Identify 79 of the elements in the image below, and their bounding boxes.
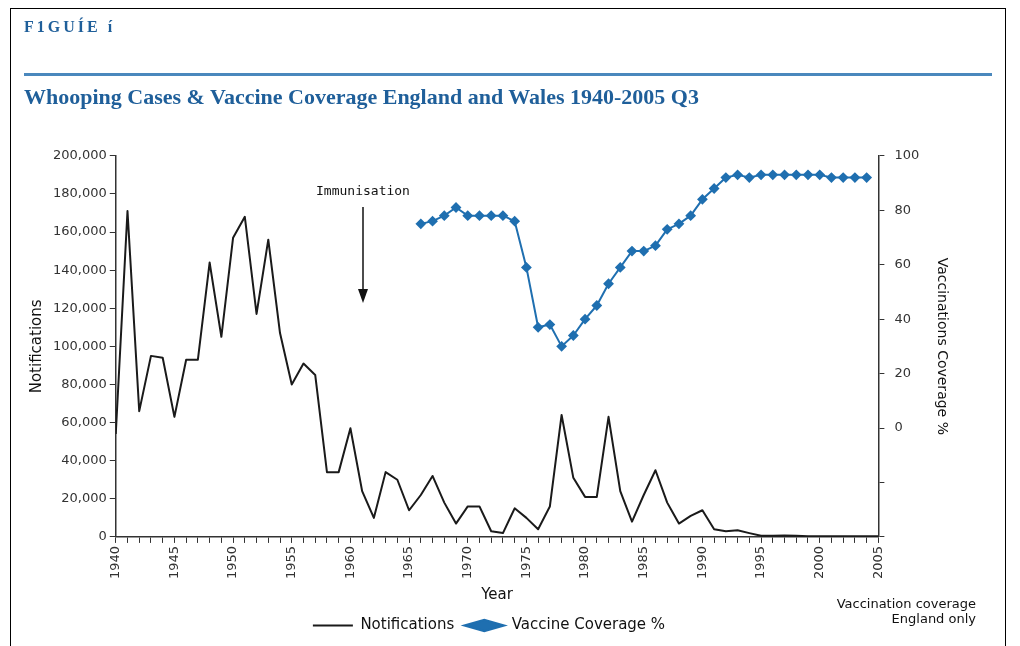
x-tick-label: 1955 (283, 545, 299, 580)
legend-label: Vaccine Coverage % (511, 615, 666, 634)
point (591, 300, 602, 311)
x-tick-label: 1985 (635, 545, 651, 580)
point (415, 218, 426, 229)
y-tick-label: 80,000 (61, 375, 107, 391)
x-tick-label: 1980 (576, 545, 592, 580)
text: F1GUÍE í (24, 18, 116, 36)
text: Vaccination coverage England only (835, 596, 976, 626)
point (802, 169, 813, 180)
point (474, 210, 485, 221)
x-tick-label: 1995 (752, 545, 768, 580)
point (580, 314, 591, 325)
point (486, 210, 497, 221)
point (732, 169, 743, 180)
point (451, 202, 462, 213)
point (861, 172, 872, 183)
point (603, 278, 614, 289)
point (767, 169, 778, 180)
y-tick-label: 180,000 (52, 185, 107, 201)
point (744, 172, 755, 183)
y-tick-label: 0 (98, 528, 107, 544)
point (673, 218, 684, 229)
point (427, 216, 438, 227)
y2-tick-label: 80 (894, 201, 911, 217)
point (756, 169, 767, 180)
point (521, 262, 532, 273)
x-tick-label: 1975 (517, 545, 533, 580)
point (720, 172, 731, 183)
annotation: Immunisation (315, 183, 411, 198)
point (650, 240, 661, 251)
point (627, 246, 637, 257)
point (849, 172, 860, 183)
point (814, 169, 825, 180)
x-tick-label: 2000 (811, 545, 827, 580)
y-tick-label: 60,000 (61, 413, 107, 429)
point (662, 224, 673, 235)
chart-title: Whooping Cases & Vaccine Coverage England and Wales 1940-2005 Q3 (24, 84, 699, 110)
point (497, 210, 508, 221)
y2-tick-label: 60 (894, 256, 911, 272)
point (509, 216, 520, 227)
point (615, 262, 626, 273)
x-tick-label: 1990 (693, 545, 709, 580)
y2-tick-label: 100 (894, 147, 920, 163)
point (791, 169, 802, 180)
y2-tick-label: 40 (894, 310, 911, 326)
x-tick-label: 1945 (165, 545, 181, 580)
point (544, 319, 555, 330)
point (685, 210, 696, 221)
x-tick-label: 1940 (107, 545, 123, 580)
y-tick-label: 100,000 (52, 337, 107, 353)
y2-tick-label: 0 (894, 419, 903, 435)
point (697, 194, 708, 205)
y2-axis-title: Vaccinations Coverage % (934, 257, 951, 435)
y-tick-label: 40,000 (61, 452, 107, 468)
x-tick-label: 1960 (341, 545, 357, 580)
x-axis-title: Year (480, 584, 514, 603)
y-tick-label: 20,000 (61, 490, 107, 506)
x-tick-label: 1950 (224, 545, 240, 580)
point (533, 322, 544, 333)
point (838, 172, 849, 183)
point (638, 246, 649, 257)
x-tick-label: 1965 (400, 545, 416, 580)
y-tick-label: 200,000 (52, 147, 107, 163)
point (439, 210, 450, 221)
x-tick-label: 1970 (459, 545, 475, 580)
y-tick-label: 160,000 (52, 223, 107, 239)
y-tick-label: 140,000 (52, 261, 107, 277)
point (556, 341, 567, 352)
y-axis-title: Notifications (26, 299, 45, 394)
point (779, 169, 790, 180)
point (462, 210, 473, 221)
point (568, 330, 579, 341)
y-tick-label: 120,000 (52, 299, 107, 315)
y2-tick-label: 20 (894, 364, 911, 380)
x-tick-label: 2005 (869, 545, 885, 580)
point (826, 172, 837, 183)
legend-label: Notifications (360, 615, 455, 634)
point (709, 183, 720, 194)
